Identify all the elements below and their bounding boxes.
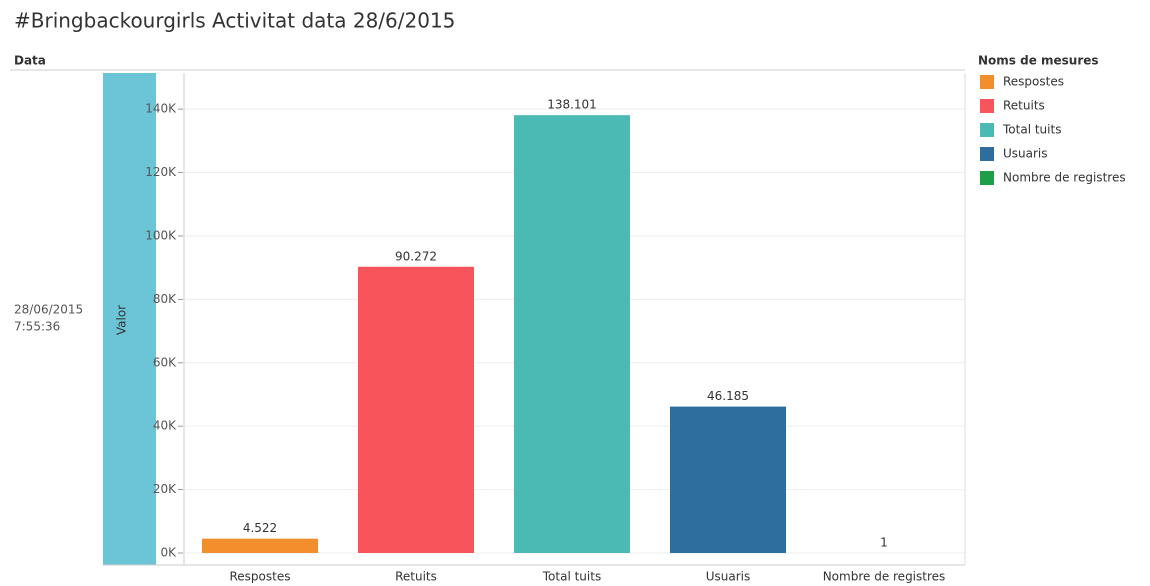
bar	[358, 266, 474, 553]
legend-swatch	[980, 75, 994, 89]
bar	[514, 115, 630, 554]
y-tick-label: 0K	[160, 546, 177, 560]
y-tick-label: 80K	[153, 292, 177, 306]
legend-label: Usuaris	[1003, 147, 1048, 161]
y-tick-label: 40K	[153, 419, 177, 433]
y-tick-label: 60K	[153, 355, 177, 369]
x-tick-label: Nombre de registres	[823, 570, 946, 584]
legend-swatch	[980, 99, 994, 113]
legend-label: Retuits	[1003, 99, 1045, 113]
y-tick-label: 100K	[145, 228, 177, 242]
y-tick-label: 120K	[145, 165, 177, 179]
data-label: 4.522	[243, 521, 277, 535]
x-tick-label: Respostes	[230, 570, 291, 584]
legend-swatch	[980, 147, 994, 161]
chart-title: #Bringbackourgirls Activitat data 28/6/2…	[14, 9, 455, 33]
legend-swatch	[980, 171, 994, 185]
row-label: 28/06/2015	[14, 303, 83, 317]
y-tick-label: 20K	[153, 482, 177, 496]
legend-label: Respostes	[1003, 75, 1064, 89]
data-label: 1	[880, 535, 888, 549]
y-tick-label: 140K	[145, 102, 177, 116]
data-label: 46.185	[707, 389, 749, 403]
data-label: 138.101	[547, 98, 597, 112]
x-tick-label: Total tuits	[542, 570, 601, 584]
x-tick-label: Retuits	[395, 570, 437, 584]
row-header: Data	[14, 54, 46, 68]
row-highlight	[103, 73, 156, 565]
bar	[670, 406, 786, 553]
legend-swatch	[980, 123, 994, 137]
x-tick-label: Usuaris	[706, 570, 751, 584]
legend-label: Total tuits	[1002, 123, 1061, 137]
row-label: 7:55:36	[14, 320, 60, 334]
y-axis-label: Valor	[115, 305, 129, 335]
bar	[202, 538, 318, 553]
legend-label: Nombre de registres	[1003, 171, 1126, 185]
data-label: 90.272	[395, 249, 437, 263]
legend-title: Noms de mesures	[978, 54, 1099, 68]
